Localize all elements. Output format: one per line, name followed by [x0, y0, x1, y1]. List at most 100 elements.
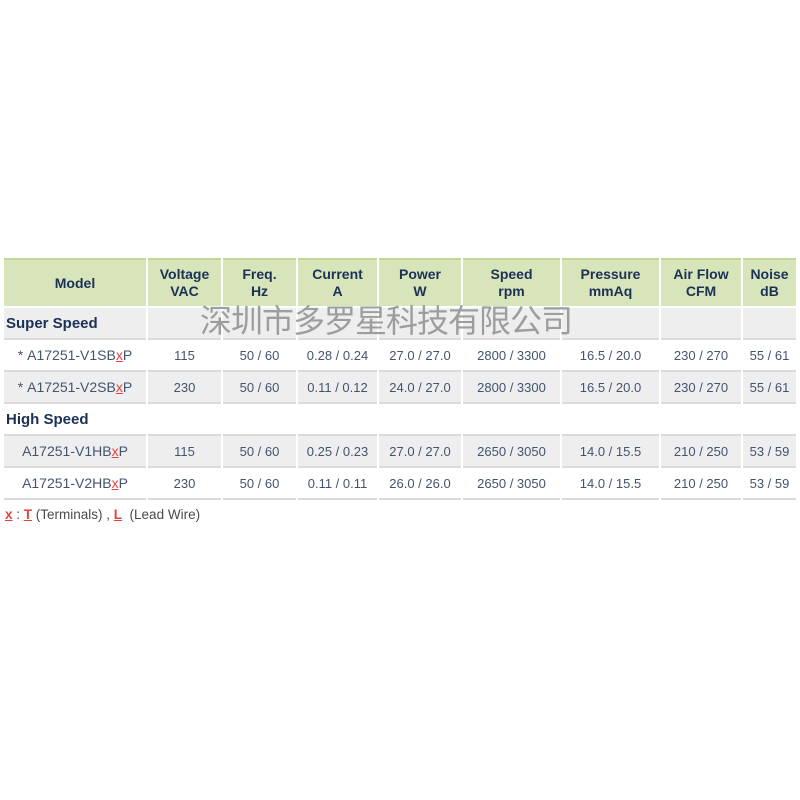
model-cell: * A17251-V2SB x P	[4, 372, 146, 404]
pressure-cell: 16.5 / 20.0	[562, 340, 659, 372]
table-cell	[148, 404, 221, 436]
table-cell	[463, 404, 560, 436]
table-cell	[743, 308, 796, 340]
voltage-cell: 115	[148, 340, 221, 372]
current-cell: 0.11 / 0.11	[298, 468, 377, 500]
airflow-cell: 230 / 270	[661, 372, 741, 404]
column-header-label: Noise	[750, 266, 789, 282]
noise-cell: 53 / 59	[743, 468, 796, 500]
footnote-terminals-label: (Terminals) ,	[32, 507, 114, 522]
model-base: A17251-V2HB	[22, 475, 112, 491]
noise-cell: 53 / 59	[743, 436, 796, 468]
freq-cell: 50 / 60	[223, 340, 296, 372]
footnote-leadwire-code: L	[113, 507, 123, 522]
column-header-unit: CFM	[685, 283, 717, 299]
column-header-pressure: Pressure mmAq	[562, 258, 659, 306]
column-header-label: Power	[398, 266, 441, 282]
airflow-cell: 210 / 250	[661, 468, 741, 500]
table-cell	[562, 404, 659, 436]
column-header-airflow: Air Flow CFM	[661, 258, 741, 306]
table-cell	[148, 308, 221, 340]
model-prefix: *	[17, 347, 28, 363]
noise-cell: 55 / 61	[743, 372, 796, 404]
column-header-unit: A	[332, 283, 343, 299]
model-prefix: *	[17, 379, 28, 395]
model-cell: A17251-V2HB x P	[4, 468, 146, 500]
section-title: Super Speed	[4, 308, 146, 340]
pressure-cell: 16.5 / 20.0	[562, 372, 659, 404]
footnote-colon: :	[12, 507, 24, 522]
model-suffix: P	[122, 347, 133, 363]
footnote: x : T (Terminals) , L (Lead Wire)	[5, 507, 200, 522]
section-title: High Speed	[4, 404, 146, 436]
voltage-cell: 230	[148, 468, 221, 500]
pressure-cell: 14.0 / 15.5	[562, 468, 659, 500]
speed-cell: 2800 / 3300	[463, 372, 560, 404]
column-header-freq: Freq. Hz	[223, 258, 296, 306]
footnote-x: x	[5, 507, 13, 522]
voltage-cell: 115	[148, 436, 221, 468]
column-header-label: Pressure	[580, 266, 641, 282]
table-cell	[379, 404, 461, 436]
section-row-super-speed: Super Speed	[4, 308, 796, 340]
table-row: A17251-V1HB x P 115 50 / 60 0.25 / 0.23 27…	[4, 436, 796, 468]
footnote-terminals-code: T	[23, 507, 33, 522]
table-cell	[562, 308, 659, 340]
airflow-cell: 230 / 270	[661, 340, 741, 372]
column-header-unit: dB	[760, 283, 779, 299]
table-row: * A17251-V1SB x P 115 50 / 60 0.28 / 0.24 …	[4, 340, 796, 372]
column-header-power: Power W	[379, 258, 461, 306]
column-header-model: Model	[4, 258, 146, 306]
noise-cell: 55 / 61	[743, 340, 796, 372]
column-header-label: Model	[54, 274, 96, 291]
speed-cell: 2800 / 3300	[463, 340, 560, 372]
current-cell: 0.11 / 0.12	[298, 372, 377, 404]
model-suffix: P	[122, 379, 133, 395]
speed-cell: 2650 / 3050	[463, 468, 560, 500]
column-header-unit: W	[413, 283, 427, 299]
power-cell: 27.0 / 27.0	[379, 436, 461, 468]
table-body: Super Speed * A17251-V1SB x P 115 50 / 60 …	[4, 308, 796, 500]
table-header-row: Model Voltage VAC Freq. Hz Current A Pow…	[4, 258, 796, 306]
model-base: A17251-V2SB	[27, 379, 116, 395]
power-cell: 27.0 / 27.0	[379, 340, 461, 372]
current-cell: 0.25 / 0.23	[298, 436, 377, 468]
column-header-label: Speed	[490, 266, 533, 282]
power-cell: 24.0 / 27.0	[379, 372, 461, 404]
column-header-unit: Hz	[250, 283, 269, 299]
column-header-current: Current A	[298, 258, 377, 306]
table-cell	[298, 308, 377, 340]
table-cell	[298, 404, 377, 436]
table-row: A17251-V2HB x P 230 50 / 60 0.11 / 0.11 26…	[4, 468, 796, 500]
footnote-leadwire-label: (Lead Wire)	[122, 507, 201, 522]
model-x-marker: x	[115, 347, 123, 363]
column-header-label: Freq.	[242, 266, 277, 282]
current-cell: 0.28 / 0.24	[298, 340, 377, 372]
model-suffix: P	[118, 443, 128, 459]
table-cell	[379, 308, 461, 340]
column-header-label: Air Flow	[673, 266, 729, 282]
freq-cell: 50 / 60	[223, 436, 296, 468]
table-cell	[661, 404, 741, 436]
model-cell: A17251-V1HB x P	[4, 436, 146, 468]
column-header-unit: VAC	[170, 283, 199, 299]
column-header-voltage: Voltage VAC	[148, 258, 221, 306]
column-header-unit: rpm	[498, 283, 525, 299]
freq-cell: 50 / 60	[223, 468, 296, 500]
column-header-label: Voltage	[159, 266, 210, 282]
column-header-speed: Speed rpm	[463, 258, 560, 306]
model-suffix: P	[118, 475, 128, 491]
column-header-noise: Noise dB	[743, 258, 796, 306]
freq-cell: 50 / 60	[223, 372, 296, 404]
voltage-cell: 230	[148, 372, 221, 404]
column-header-unit: mmAq	[588, 283, 633, 299]
airflow-cell: 210 / 250	[661, 436, 741, 468]
speed-cell: 2650 / 3050	[463, 436, 560, 468]
model-x-marker: x	[115, 379, 123, 395]
pressure-cell: 14.0 / 15.5	[562, 436, 659, 468]
table-row: * A17251-V2SB x P 230 50 / 60 0.11 / 0.12 …	[4, 372, 796, 404]
model-x-marker: x	[111, 475, 119, 491]
spec-table: Model Voltage VAC Freq. Hz Current A Pow…	[4, 258, 796, 500]
table-cell	[463, 308, 560, 340]
